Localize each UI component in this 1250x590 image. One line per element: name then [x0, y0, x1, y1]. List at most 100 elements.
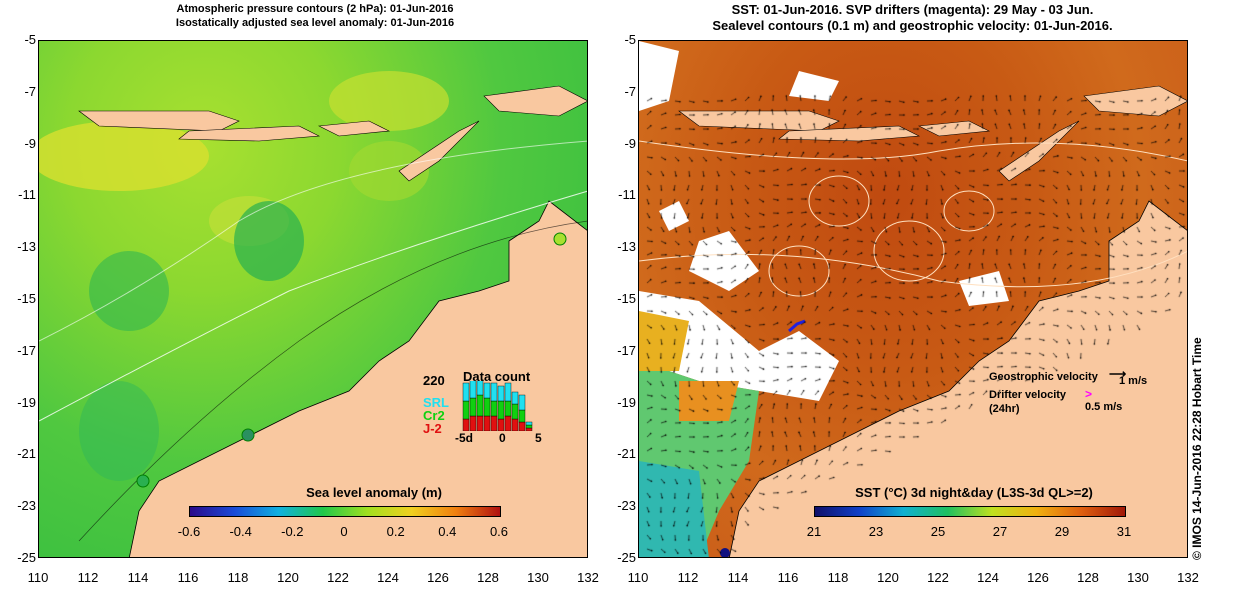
x-tick-label: 112: [677, 570, 699, 585]
left-panel-title: Atmospheric pressure contours (2 hPa): 0…: [40, 2, 590, 30]
x-tick-label: 112: [77, 570, 99, 585]
data-count-bar-segment: [497, 400, 505, 420]
x-tick-label: 132: [1177, 570, 1199, 585]
geostrophic-arrow-icon: ⟶: [1109, 367, 1127, 381]
data-count-bar-segment: [525, 424, 533, 429]
x-tick-label: 116: [777, 570, 799, 585]
legend-srl: SRL: [423, 395, 449, 410]
data-count-tick-neg5: -5d: [455, 431, 473, 445]
y-tick-label: -5: [24, 32, 36, 47]
x-tick-label: 114: [127, 570, 149, 585]
y-tick-label: -11: [18, 187, 36, 203]
data-count-bar-segment: [511, 418, 519, 431]
data-count-bar-segment: [518, 409, 526, 423]
data-count-bar-segment: [483, 397, 491, 417]
y-tick-label: -23: [17, 498, 36, 514]
data-count-bar-segment: [490, 382, 498, 402]
x-tick-label: 132: [577, 570, 599, 585]
x-tick-label: 122: [927, 570, 949, 585]
colorbar-tick-label: -0.6: [177, 524, 201, 539]
colorbar-tick-label: 0.6: [489, 524, 509, 539]
x-tick-label: 118: [827, 570, 849, 585]
y-tick-label: -9: [24, 135, 36, 151]
x-tick-label: 110: [27, 570, 49, 585]
left-title-line2: Isostatically adjusted sea level anomaly…: [175, 17, 455, 29]
x-tick-label: 130: [1127, 570, 1149, 585]
geostrophic-velocity-scale: 1 m/s: [1119, 375, 1148, 387]
colorbar-tick-label: 0.2: [386, 524, 405, 539]
x-tick-label: 126: [427, 570, 449, 585]
y-tick-label: -25: [617, 550, 636, 565]
sst-colorbar-title: SST (°C) 3d night&day (L3S-3d QL>=2): [855, 485, 1093, 500]
colorbar-tick-label: 23: [868, 524, 884, 539]
sla-map-overlay: [39, 71, 587, 557]
colorbar-tick-label: 31: [1116, 524, 1132, 539]
data-count-tick-0: 0: [499, 431, 506, 445]
data-count-bar-segment: [518, 394, 526, 411]
data-count-inset: 220 Data count SRL Cr2 J-2 -5d 0 5: [419, 369, 579, 451]
x-tick-label: 128: [1077, 570, 1099, 585]
y-tick-label: -23: [617, 498, 636, 514]
data-count-bar-segment: [469, 381, 477, 399]
x-tick-label: 124: [977, 570, 999, 585]
data-count-bar-segment: [462, 400, 470, 420]
left-title-line1: Atmospheric pressure contours (2 hPa): 0…: [176, 3, 454, 15]
x-tick-label: 110: [627, 570, 649, 585]
data-count-bar-segment: [469, 397, 477, 417]
x-tick-label: 128: [477, 570, 499, 585]
y-tick-label: -15: [617, 291, 636, 306]
data-count-bar-segment: [483, 382, 491, 399]
data-count-bar-segment: [511, 403, 519, 420]
y-tick-label: -21: [17, 446, 36, 462]
data-count-bar-segment: [504, 415, 512, 431]
y-tick-label: -7: [624, 83, 636, 99]
drifter-arrow-icon: >: [1085, 387, 1093, 401]
x-tick-label: 124: [377, 570, 399, 585]
right-panel-title: SST: 01-Jun-2016. SVP drifters (magenta)…: [640, 2, 1185, 34]
sst-map: Geostrophic velocity 1 m/s ⟶ Drifter vel…: [638, 40, 1188, 558]
geostrophic-velocity-label: Geostrophic velocity: [989, 371, 1098, 383]
right-title-line1: SST: 01-Jun-2016. SVP drifters (magenta)…: [731, 2, 1094, 17]
colorbar-tick-label: 29: [1054, 524, 1070, 539]
y-tick-label: -7: [24, 83, 36, 99]
y-tick-label: -19: [17, 394, 36, 410]
data-count-bar-segment: [511, 391, 519, 405]
imos-credit: © IMOS 14-Jun-2016 22:28 Hobart Time: [1190, 337, 1204, 560]
x-tick-label: 120: [277, 570, 299, 585]
data-count-bar-segment: [469, 415, 477, 431]
y-tick-label: -25: [17, 550, 36, 565]
y-tick-label: -15: [17, 291, 36, 306]
x-tick-label: 118: [227, 570, 249, 585]
drifter-velocity-scale: 0.5 m/s: [1085, 401, 1123, 413]
x-tick-label: 122: [327, 570, 349, 585]
y-tick-label: -5: [624, 32, 636, 47]
drifter-velocity-label: Drifter velocity: [989, 389, 1067, 401]
colorbar-tick-label: 25: [930, 524, 946, 539]
x-tick-label: 130: [527, 570, 549, 585]
y-tick-label: -21: [617, 446, 636, 462]
sst-colorbar: [814, 506, 1126, 517]
colorbar-tick-label: 21: [806, 524, 822, 539]
y-tick-label: -9: [624, 135, 636, 151]
data-count-bar-segment: [490, 415, 498, 431]
data-count-bar-segment: [518, 421, 526, 431]
colorbar-tick-label: -0.2: [281, 524, 304, 539]
data-count-bar-segment: [476, 394, 484, 417]
legend-j2: J-2: [423, 421, 442, 436]
data-count-bar-segment: [476, 415, 484, 431]
y-tick-label: -13: [17, 239, 36, 255]
data-count-bar-segment: [476, 381, 484, 396]
data-count-bars: [462, 381, 533, 431]
right-title-line2: Sealevel contours (0.1 m) and geostrophi…: [712, 18, 1113, 33]
data-count-bar-segment: [525, 421, 533, 426]
colorbar-tick-label: -0.4: [229, 524, 252, 539]
legend-cr2: Cr2: [423, 408, 445, 423]
x-tick-label: 114: [727, 570, 749, 585]
data-count-max: 220: [423, 373, 445, 388]
data-count-bar-segment: [490, 400, 498, 417]
data-count-bar-segment: [504, 382, 512, 402]
colorbar-tick-label: 27: [992, 524, 1008, 539]
data-count-bar-segment: [462, 418, 470, 431]
data-count-bar-segment: [525, 427, 533, 431]
data-count-tick-5: 5: [535, 431, 542, 445]
